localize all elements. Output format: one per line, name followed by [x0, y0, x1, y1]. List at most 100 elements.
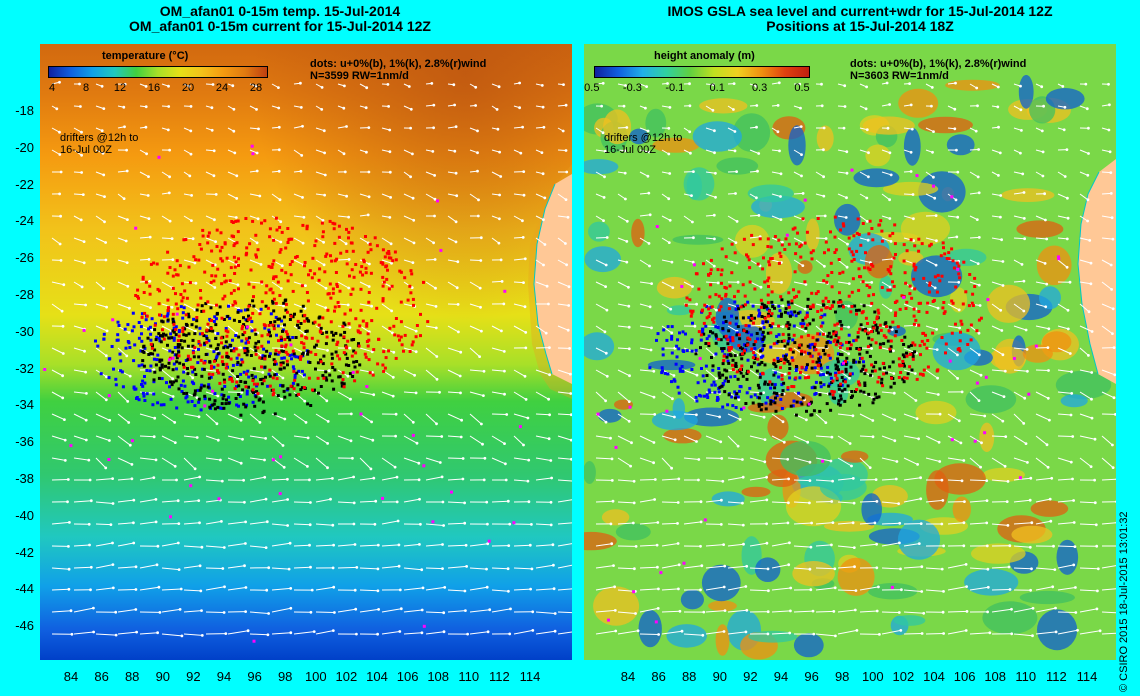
drifter-dot [186, 372, 190, 376]
drifters-note: drifters @12h to 16-Jul 00Z [60, 132, 139, 156]
current-arrow [1057, 564, 1074, 569]
current-arrow [535, 413, 550, 416]
drifter-dot [202, 384, 206, 388]
drifter-dot [236, 230, 240, 234]
current-arrow-head [541, 105, 545, 109]
drifter-dot [119, 369, 123, 373]
drifter-dot [330, 356, 334, 360]
current-arrow [991, 589, 1011, 591]
drifter-dot [928, 244, 932, 248]
anomaly-patch [593, 586, 640, 626]
current-arrow-head [68, 521, 71, 524]
drifter-dot [756, 357, 760, 361]
current-arrow [639, 237, 650, 244]
current-arrow-head [411, 420, 415, 424]
drifter-dot [863, 266, 866, 270]
drifter-dot [766, 293, 770, 297]
current-arrow-head [78, 82, 81, 86]
current-arrow-head [1076, 628, 1079, 632]
current-arrow [859, 171, 869, 178]
current-arrow [815, 567, 835, 570]
current-arrow [881, 457, 898, 462]
drifter-dot [707, 344, 711, 348]
drifter-dot [661, 353, 665, 357]
drifter-dot [870, 301, 874, 305]
current-arrow [425, 413, 437, 425]
drifter-dot [894, 311, 898, 315]
drifter-dot [808, 343, 812, 347]
drifter-dot [102, 332, 106, 336]
drifter-dot [733, 251, 737, 255]
current-arrow-head [1062, 128, 1066, 132]
current-arrow [425, 369, 438, 380]
anomaly-patch [897, 519, 941, 560]
current-arrow [139, 632, 158, 635]
drifter-dot [748, 266, 752, 270]
current-arrow [557, 457, 572, 460]
current-arrow [293, 544, 310, 547]
current-arrow [727, 237, 737, 244]
drifter-dot [286, 363, 289, 367]
current-arrow [359, 589, 378, 592]
drifter-dot [259, 378, 263, 381]
drifter-dot [400, 343, 404, 347]
drifter-dot [274, 275, 278, 279]
drifter-dot [210, 319, 213, 322]
current-arrow [183, 215, 192, 222]
current-arrow-head [842, 126, 846, 130]
drifter-dot [321, 316, 325, 320]
current-arrow-head [762, 391, 765, 394]
current-arrow-head [306, 436, 310, 440]
current-arrow-head [917, 437, 920, 441]
drifter-dot [289, 384, 293, 388]
current-arrow [381, 391, 394, 397]
drifter-dot [279, 363, 283, 367]
drifter-dot [901, 353, 905, 357]
drifter-dot [879, 328, 883, 332]
drifter-dot [324, 376, 328, 380]
current-arrow [1035, 567, 1055, 571]
drifter-dot [354, 263, 358, 266]
current-arrow [205, 435, 219, 441]
drifter-dot [116, 320, 120, 324]
current-arrow-head [369, 467, 373, 471]
current-arrow-head [461, 457, 465, 460]
current-arrow [639, 127, 649, 132]
drifter-dot [274, 349, 278, 353]
drifter-dot [233, 272, 237, 275]
current-arrow-head [1061, 85, 1065, 88]
drifter-dot [271, 301, 275, 305]
current-arrow-head [671, 286, 675, 289]
drifter-dot [197, 341, 201, 345]
drifter-dot [912, 262, 916, 266]
anomaly-patch [965, 385, 1017, 414]
drifter-dot [685, 296, 689, 300]
drifter-dot [701, 330, 705, 334]
drifter-dot [866, 266, 870, 270]
anomaly-patch [918, 171, 966, 213]
current-arrow [661, 303, 671, 310]
current-arrow-head [745, 564, 749, 568]
drifter-dot [178, 264, 182, 268]
current-arrow-head [936, 393, 940, 396]
drifter-dot [399, 335, 403, 339]
drifter-dot [335, 257, 339, 261]
drifter-dot [913, 343, 917, 347]
drifter-dot [276, 317, 280, 321]
current-arrow-head [244, 520, 248, 524]
drifter-dot [713, 390, 717, 394]
drifter-dot [837, 402, 840, 406]
drifter-dot [220, 282, 224, 286]
drifter-dot [284, 246, 288, 250]
current-arrow [903, 259, 915, 265]
current-arrow-head [627, 285, 630, 289]
current-arrow [557, 564, 572, 569]
drifter-dot [753, 393, 757, 397]
current-arrow-head [847, 325, 850, 329]
drifter-dot [802, 322, 806, 326]
current-arrow [793, 610, 814, 613]
current-arrow-head [128, 306, 131, 310]
current-arrow-head [1096, 589, 1099, 593]
current-arrow [95, 478, 113, 481]
current-arrow-head [499, 175, 503, 178]
